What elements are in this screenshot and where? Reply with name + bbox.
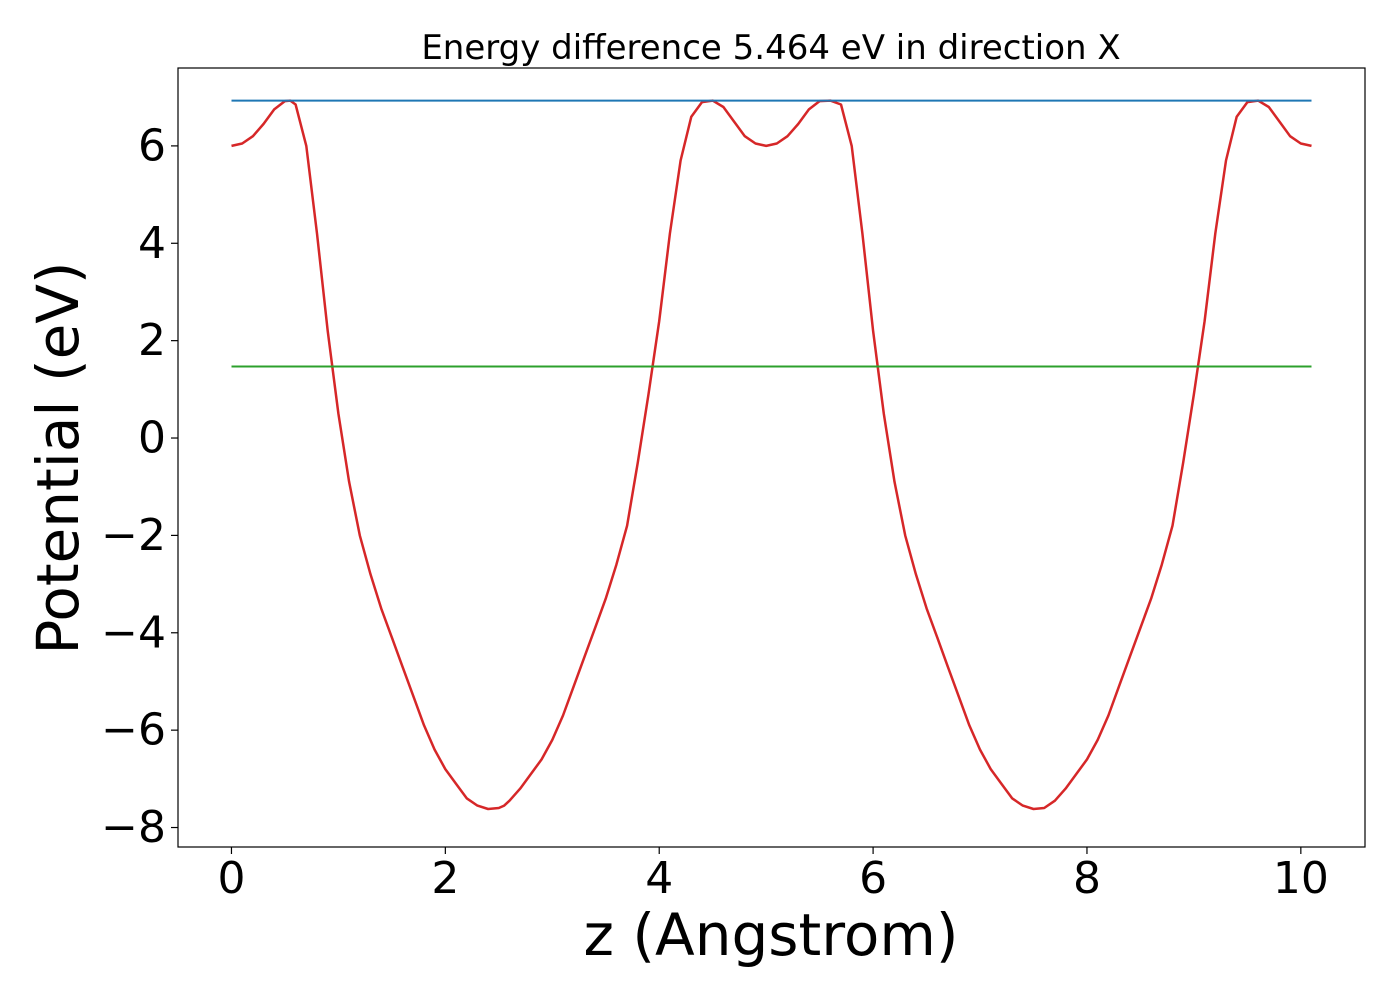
y-tick-label: 2	[138, 315, 166, 366]
x-tick-label: 4	[645, 853, 673, 904]
y-axis-label: Potential (eV)	[24, 261, 92, 654]
y-tick-label: 6	[138, 120, 166, 171]
x-axis: 0 2 4 6 8 10	[217, 847, 1329, 904]
axes-frame	[177, 67, 1366, 848]
series-layer	[231, 99, 1312, 811]
x-tick-label: 0	[217, 853, 245, 904]
y-tick-label: 4	[138, 218, 166, 269]
y-tick-label: −2	[101, 510, 166, 561]
series-line-0	[231, 99, 1312, 811]
y-tick-label: −6	[101, 705, 166, 756]
chart-title: Energy difference 5.464 eV in direction …	[421, 28, 1120, 68]
y-tick-label: 0	[138, 413, 166, 464]
y-axis: −8 −6 −4 −2 0 2 4 6	[101, 120, 178, 853]
x-axis-label: z (Angstrom)	[584, 901, 959, 969]
x-tick-label: 10	[1273, 853, 1329, 904]
x-tick-label: 2	[431, 853, 459, 904]
x-tick-label: 6	[859, 853, 887, 904]
y-tick-label: −8	[101, 802, 166, 853]
x-tick-label: 8	[1073, 853, 1101, 904]
y-tick-label: −4	[101, 607, 166, 658]
plot-area	[177, 67, 1366, 848]
